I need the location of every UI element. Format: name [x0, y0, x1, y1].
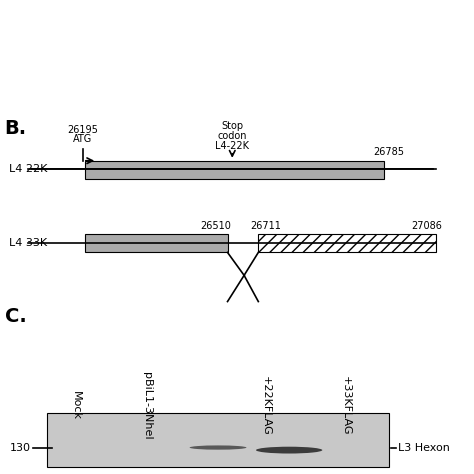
Ellipse shape — [190, 446, 246, 450]
Text: 130: 130 — [10, 443, 31, 453]
Text: 26510: 26510 — [200, 221, 231, 231]
Text: L4-22K: L4-22K — [215, 141, 249, 151]
Text: L4 22K: L4 22K — [9, 164, 48, 174]
Text: C.: C. — [5, 307, 27, 326]
Ellipse shape — [256, 447, 322, 454]
Text: 26711: 26711 — [250, 221, 281, 231]
Text: Mock: Mock — [71, 391, 81, 420]
Text: +22KFLAG: +22KFLAG — [261, 376, 271, 436]
Text: L4 33K: L4 33K — [9, 237, 47, 247]
Bar — [85, 161, 384, 179]
Bar — [85, 235, 228, 253]
Text: +33KFLAG: +33KFLAG — [341, 376, 351, 436]
Text: pBiL1-3NheI: pBiL1-3NheI — [142, 372, 152, 439]
Text: codon: codon — [218, 131, 247, 141]
Text: 26195: 26195 — [67, 125, 99, 135]
Text: 26785: 26785 — [373, 147, 404, 157]
Text: ATG: ATG — [73, 134, 92, 145]
Bar — [258, 235, 436, 253]
Text: 27086: 27086 — [411, 221, 442, 231]
Text: Stop: Stop — [221, 121, 243, 131]
Text: L3 Hexon: L3 Hexon — [398, 443, 450, 453]
Bar — [47, 412, 389, 467]
Text: B.: B. — [5, 119, 27, 138]
